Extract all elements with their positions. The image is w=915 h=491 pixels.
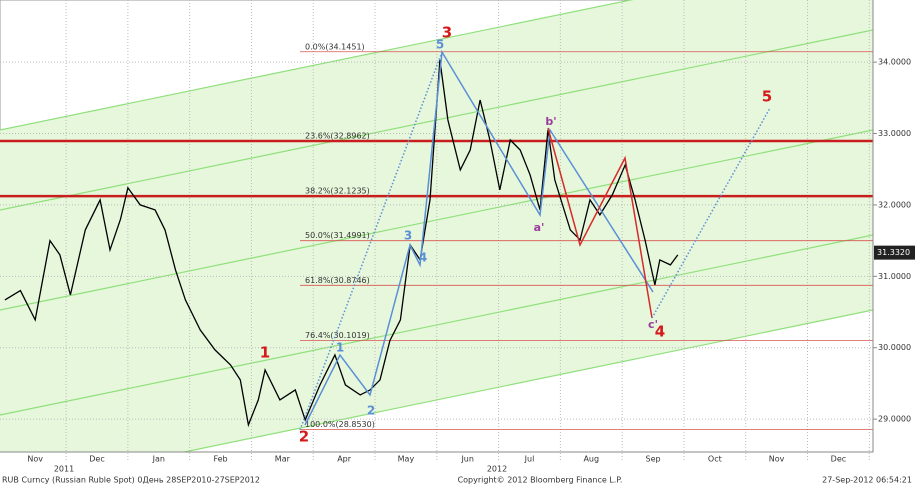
x-tick-label: Nov [769, 455, 785, 464]
wave-label: c' [648, 318, 658, 331]
footer-center: Copyright© 2012 Bloomberg Finance L.P. [458, 476, 623, 485]
fib-levels: 0.0%(34.1451) 23.6%(32.8962) 38.2%(32.1235… [0, 42, 873, 431]
x-tick-label: Mar [275, 455, 291, 464]
wave-label: 3 [442, 24, 452, 42]
x-tick-label: Aug [583, 455, 599, 464]
wave-label: b' [545, 115, 556, 128]
wave-label: 4 [655, 323, 665, 341]
x-tick-label: Jul [524, 455, 535, 464]
wave-label: 2 [367, 404, 375, 418]
y-tick-label: 32.0000 [878, 200, 911, 209]
x-tick-label: Feb [213, 455, 227, 464]
blue-wave [304, 49, 654, 426]
x-tick-label: Dec [831, 455, 846, 464]
footer-left: RUB Curncy (Russian Ruble Spot) 0День 28… [2, 476, 260, 485]
projection [651, 107, 771, 319]
y-tick-label: 34.0000 [878, 58, 911, 67]
wave-label: a' [534, 221, 545, 234]
y-tick-label: 33.0000 [878, 129, 911, 138]
x-tick-label: Apr [337, 455, 352, 464]
x-tick-label: Nov [27, 455, 43, 464]
fib-label: 76.4%(30.1019) [305, 331, 370, 340]
footer-right: 27-Sep-2012 06:54:21 [822, 476, 912, 485]
fib-label: 0.0%(34.1451) [305, 42, 365, 51]
x-tick-label: May [398, 455, 415, 464]
fib-label: 50.0%(31.4991) [305, 231, 370, 240]
fib-label: 61.8%(30.8746) [305, 276, 370, 285]
wave-label: 1 [260, 344, 270, 362]
wave-label: 3 [404, 229, 412, 243]
year-label: 2012 [487, 465, 507, 474]
last-price-label: 31.3320 [877, 248, 910, 257]
projection [299, 51, 443, 431]
wave-lines [299, 49, 771, 431]
last-price-box [874, 245, 915, 260]
wave-label: 1 [336, 341, 344, 355]
wave-label: 5 [436, 38, 444, 52]
y-tick-label: 31.0000 [878, 272, 911, 281]
wave-label: 2 [299, 428, 309, 446]
fib-label: 23.6%(32.8962) [305, 131, 370, 140]
year-label: 2011 [54, 465, 74, 474]
red-wave [547, 127, 653, 319]
y-tick-label: 30.0000 [878, 343, 911, 352]
x-tick-label: Jan [152, 455, 165, 464]
wave-label: 5 [762, 88, 772, 106]
y-tick-label: 29.0000 [878, 415, 911, 424]
x-tick-label: Oct [708, 455, 722, 464]
fib-label: 100.0%(28.8530) [305, 420, 375, 429]
x-tick-label: Sep [646, 455, 661, 464]
wave-label: 4 [419, 251, 427, 265]
x-tick-label: Jun [460, 455, 474, 464]
fib-label: 38.2%(32.1235) [305, 187, 370, 196]
x-tick-label: Dec [89, 455, 104, 464]
